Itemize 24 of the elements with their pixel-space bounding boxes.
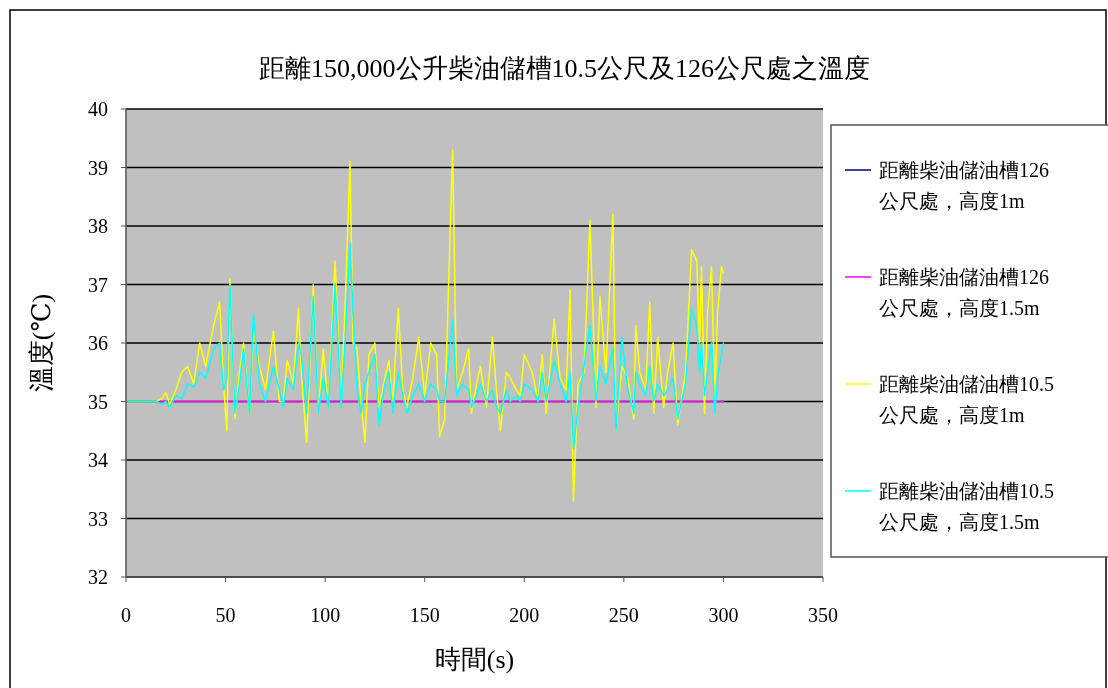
x-tick-label: 300 (708, 604, 739, 626)
x-tick-label: 0 (121, 604, 131, 626)
legend-label: 距離柴油儲油槽10.5公尺處，高度1.5m (879, 480, 1054, 533)
y-tick-label: 36 (88, 332, 108, 354)
y-tick-label: 38 (88, 215, 108, 237)
legend-label: 距離柴油儲油槽10.5公尺處，高度1m (879, 373, 1054, 426)
y-tick-label: 35 (88, 390, 108, 413)
chart-title: 距離150,000公升柴油儲槽10.5公尺及126公尺處之溫度 (259, 54, 870, 83)
x-tick-label: 200 (509, 604, 540, 626)
y-tick-label: 37 (88, 273, 108, 296)
y-tick-label: 32 (88, 566, 108, 588)
y-tick-label: 40 (88, 98, 108, 120)
y-tick-label: 33 (88, 507, 108, 530)
x-tick-label: 100 (310, 604, 341, 626)
x-tick-label: 150 (409, 604, 440, 626)
x-tick-label: 350 (808, 604, 838, 626)
x-tick-label: 250 (608, 604, 639, 626)
legend-label: 距離柴油儲油槽126公尺處，高度1.5m (879, 266, 1049, 319)
y-tick-label: 39 (88, 156, 108, 179)
x-axis-title: 時間(s) (434, 645, 515, 674)
y-tick-label: 34 (88, 449, 108, 471)
legend-label: 距離柴油儲油槽126公尺處，高度1m (879, 159, 1049, 212)
y-axis-title: 溫度(℃) (27, 293, 56, 393)
x-tick-label: 50 (215, 604, 236, 626)
